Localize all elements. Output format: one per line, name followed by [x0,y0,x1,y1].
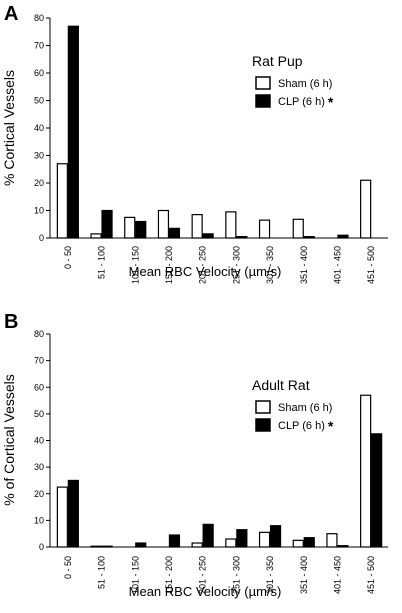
legend-swatch [255,400,271,414]
bar-sham [360,179,372,239]
bar-sham [56,486,68,548]
x-tick-label: 401 - 450 [332,556,342,594]
legend-label: CLP (6 h) * [278,94,334,110]
x-tick-label: 301 - 350 [265,246,275,284]
x-tick-label: 451 - 500 [366,556,376,594]
x-tick-label: 451 - 500 [366,246,376,284]
y-axis-label: % Cortical Vessels [1,70,17,186]
x-tick-label: 251 - 300 [231,556,241,594]
bar-clp [135,220,147,239]
y-tick-label: 60 [34,68,44,78]
significance-marker: * [328,94,334,110]
y-tick-label: 30 [34,462,44,472]
x-axis-label: Mean RBC Velocity (µm/s) [129,584,282,599]
y-tick-label: 10 [34,515,44,525]
x-tick-label: 201 - 250 [198,246,208,284]
y-tick-label: 30 [34,151,44,161]
bar-clp [67,25,79,239]
x-tick-label: 51 - 100 [97,556,107,589]
y-tick-label: 80 [34,329,44,339]
y-tick-label: 20 [34,489,44,499]
bar-clp [202,233,214,239]
bar-clp [135,542,147,548]
bar-sham [157,209,170,239]
x-tick-label: 51 - 100 [97,246,107,279]
x-tick-label: 101 - 150 [130,246,140,284]
x-axis-label: Mean RBC Velocity (µm/s) [129,264,282,279]
x-tick-label: 151 - 200 [164,556,174,594]
x-tick-label: 101 - 150 [130,556,140,594]
y-tick-label: 40 [34,123,44,133]
x-tick-label: 401 - 450 [332,246,342,284]
legend-title: Adult Rat [252,377,310,393]
bar-sham [90,545,102,548]
x-tick-label: 251 - 300 [231,246,241,284]
legend-title: Rat Pup [252,53,303,69]
panel-a: A 0 10 20 30 40 50 60 70 80 % Cortical Vessels 0 - … [1,3,388,284]
panel-b: B 0 10 20 30 40 50 60 70 80 % of Cortical Vessels 0… [1,311,388,599]
legend-label: Sham (6 h) [278,78,332,90]
y-tick-label: 70 [34,41,44,51]
x-tick-label: 151 - 200 [164,246,174,284]
bar-clp [269,525,282,548]
bar-sham [225,211,237,239]
legend-swatch [255,418,271,432]
legend-swatch [255,76,271,90]
bar-clp [101,545,113,548]
legend-label: CLP (6 h) * [278,418,334,434]
y-tick-label: 60 [34,382,44,392]
bar-clp [67,479,79,548]
bar-clp [303,236,315,239]
x-tick-label: 301 - 350 [265,556,275,594]
bar-clp [303,537,315,548]
y-tick-label: 0 [39,542,44,552]
bar-clp [236,236,248,239]
y-tick-label: 80 [34,13,44,23]
bar-sham [124,216,136,239]
bar-sham [326,533,338,548]
bar-clp [337,545,349,548]
bar-clp [371,433,383,548]
bar-sham [258,531,271,548]
bar-sham [258,219,271,239]
bar-clp [168,534,181,548]
bar-sham [292,218,304,239]
legend-swatch [255,94,271,108]
bar-sham [56,163,68,239]
x-tick-label: 201 - 250 [198,556,208,594]
y-tick-label: 0 [39,233,44,243]
y-tick-label: 40 [34,436,44,446]
bar-clp [101,209,113,239]
y-axis-label: % of Cortical Vessels [1,374,17,506]
panel-letter: B [4,311,18,333]
x-tick-label: 351 - 400 [299,246,309,284]
y-tick-label: 50 [34,96,44,106]
legend-label: Sham (6 h) [278,402,332,414]
y-tick-label: 50 [34,409,44,419]
panel-letter: A [4,3,18,25]
x-tick-label: 0 - 50 [63,556,73,579]
y-tick-label: 70 [34,356,44,366]
bar-clp [202,523,214,548]
bar-sham [225,538,237,548]
bar-sham [191,542,203,548]
x-tick-label: 351 - 400 [299,556,309,594]
significance-marker: * [328,418,334,434]
x-tick-label: 0 - 50 [63,246,73,269]
bar-sham [191,214,203,239]
bar-sham [90,233,102,239]
bar-clp [236,529,248,548]
bar-sham [292,539,304,548]
y-tick-label: 10 [34,206,44,216]
y-tick-label: 20 [34,178,44,188]
bar-clp [168,227,181,239]
bar-clp [337,234,349,239]
bar-sham [360,394,372,548]
